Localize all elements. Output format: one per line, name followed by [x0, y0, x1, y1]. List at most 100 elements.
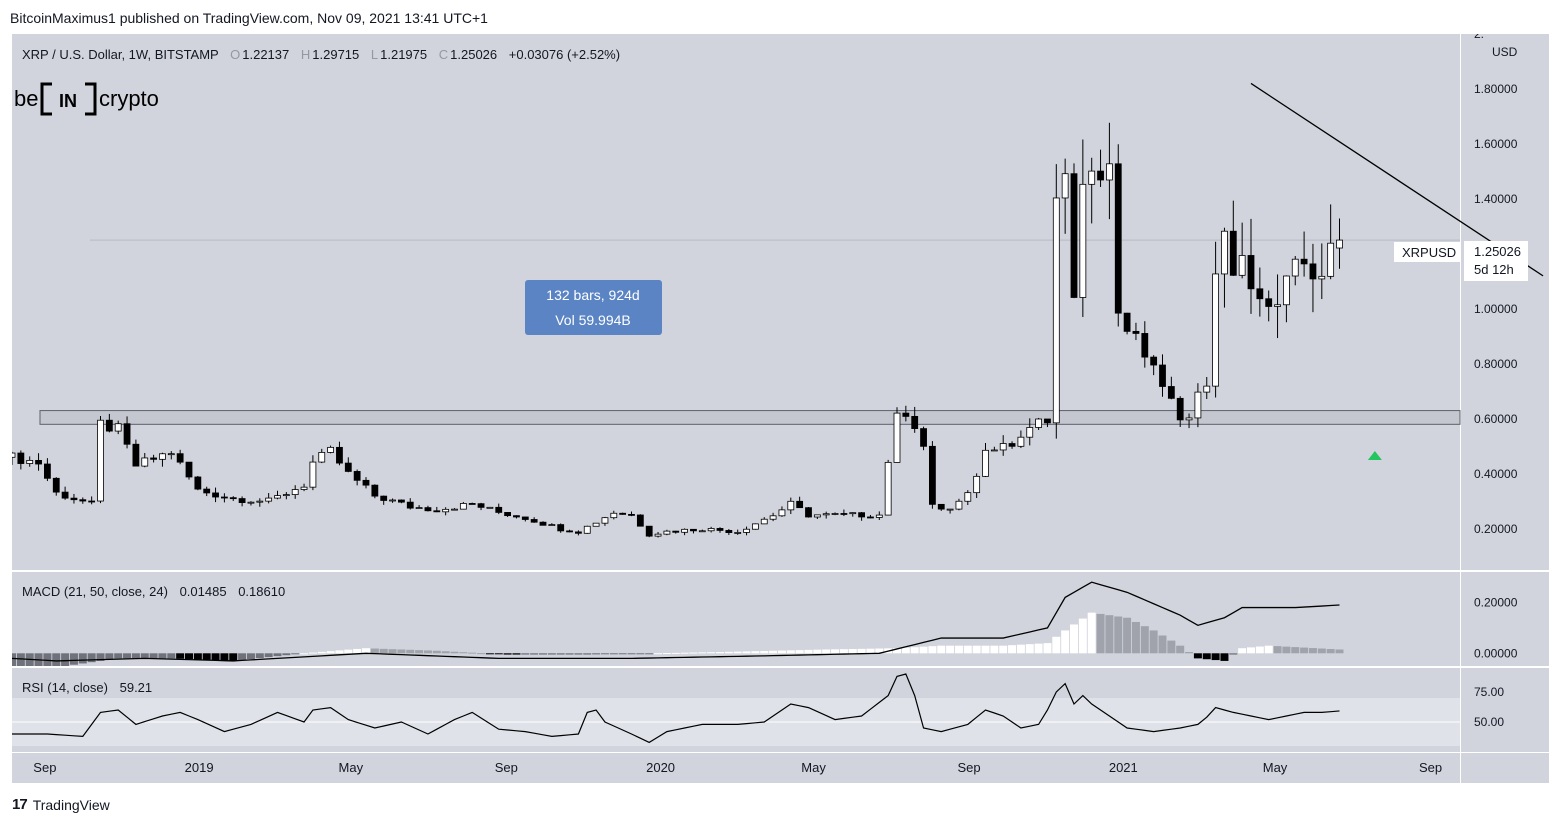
candle-body — [141, 457, 149, 467]
candle-body — [1052, 197, 1060, 424]
beincrypto-logo: be IN crypto — [14, 81, 159, 117]
price-tick-label: 1.80000 — [1474, 82, 1518, 96]
macd-histogram-bar — [78, 653, 87, 664]
macd-histogram-bar — [530, 653, 539, 655]
macd-histogram-bar — [1131, 621, 1140, 654]
macd-histogram-bar — [946, 645, 955, 654]
bullish-signal-triangle — [1367, 451, 1382, 461]
candle-body — [929, 445, 936, 505]
macd-histogram-bar — [1185, 652, 1194, 654]
candle-body — [973, 475, 981, 494]
candle-body — [371, 484, 379, 497]
candle-body — [1035, 418, 1042, 428]
candle-body — [805, 507, 812, 518]
rsi-tick-label: 50.00 — [1474, 715, 1504, 729]
time-tick-label: Sep — [957, 760, 980, 775]
candles — [12, 122, 1343, 538]
macd-histogram-bar — [1096, 613, 1105, 654]
macd-histogram-bar — [512, 653, 521, 655]
rsi-title: RSI (14, close) — [22, 680, 108, 695]
price-tick-label: 0.80000 — [1474, 357, 1518, 371]
candle-body — [1327, 242, 1335, 277]
candle-body — [778, 509, 786, 517]
candle-body — [26, 459, 34, 464]
time-axis[interactable]: Sep2019MaySep2020MaySep2021MaySep2022 — [33, 760, 1549, 775]
macd-histogram-bar — [211, 653, 220, 661]
candle-body — [1097, 170, 1104, 181]
candle-body — [521, 516, 529, 520]
candle-body — [327, 446, 335, 453]
candle-body — [734, 532, 742, 534]
candle-body — [1176, 397, 1184, 421]
chart-canvas[interactable]: 2.1.800001.600001.400001.200001.000000.8… — [12, 34, 1549, 783]
macd-histogram-bar — [1008, 645, 1017, 654]
candle-body — [760, 518, 768, 525]
rsi-line-group — [12, 673, 1340, 744]
candle-body — [88, 500, 96, 503]
candle-body — [424, 507, 432, 512]
macd-histogram-bar — [1140, 626, 1149, 654]
candle-body — [610, 512, 618, 519]
price-tag-price[interactable]: 1.25026 — [1474, 244, 1521, 259]
candle-body — [1044, 418, 1051, 424]
macd-histogram-bar — [724, 651, 733, 654]
candle-body — [937, 503, 945, 510]
macd-histogram-bar — [362, 648, 370, 654]
macd-line — [12, 581, 1340, 662]
macd-histogram-bar — [1114, 616, 1123, 654]
macd-histogram-bar — [388, 649, 397, 654]
footer[interactable]: 17 TradingView — [12, 796, 110, 813]
macd-histogram-bar — [1255, 646, 1264, 654]
candle-body — [698, 530, 706, 533]
legend-c-label: C — [439, 47, 448, 62]
candle-body — [397, 499, 405, 503]
footer-brand: TradingView — [32, 796, 110, 813]
macd-histogram-bar — [238, 653, 247, 660]
price-tick-label: 0.60000 — [1474, 412, 1518, 426]
macd-histogram-bar — [69, 653, 78, 665]
macd-histogram-bar — [1034, 643, 1043, 654]
macd-histogram-bar — [769, 650, 778, 654]
macd-histogram-bar — [423, 650, 432, 654]
macd-histogram-bar — [999, 645, 1008, 654]
macd-histogram-bar — [981, 645, 990, 654]
candle-body — [185, 461, 193, 478]
macd-histogram-bar — [698, 652, 707, 654]
candle-body — [1283, 275, 1290, 306]
measure-volume: Vol 59.994B — [555, 312, 631, 328]
macd-value-2: 0.18610 — [238, 584, 285, 599]
price-pane-bg — [12, 34, 1460, 570]
macd-histogram-bar — [1123, 617, 1132, 654]
candle-body — [920, 428, 927, 447]
macd-histogram-bar — [609, 653, 618, 655]
macd-histogram-bar — [317, 651, 326, 654]
macd-histogram-bar — [1229, 653, 1238, 655]
candle-body — [690, 528, 697, 532]
macd-histogram-bar — [910, 647, 919, 654]
candle-body — [902, 412, 910, 417]
price-tag-symbol: XRPUSD — [1402, 245, 1456, 260]
support-zone — [39, 410, 1461, 425]
brand-box-gap — [52, 111, 85, 117]
chart-frame[interactable]: 2.1.800001.600001.400001.200001.000000.8… — [12, 34, 1549, 783]
macd-histogram-bar — [848, 649, 857, 654]
candle-body — [831, 513, 839, 515]
candle-body — [1026, 427, 1034, 438]
macd-histogram-bar — [822, 649, 831, 654]
time-tick-label: Sep — [1419, 760, 1442, 775]
macd-histogram-bar — [335, 650, 344, 654]
macd-histogram-bar — [291, 653, 300, 655]
candle-body — [1106, 163, 1113, 181]
macd-histogram-bar — [255, 653, 264, 659]
candle-body — [220, 496, 228, 499]
macd-histogram-bar — [1264, 645, 1273, 654]
macd-histogram-bar — [1043, 643, 1052, 654]
candle-body — [256, 500, 264, 503]
macd-histogram-bar — [1158, 635, 1167, 654]
candle-body — [743, 528, 750, 533]
macd-histogram-bar — [857, 648, 866, 654]
candle-body — [530, 519, 538, 523]
macd-histogram-bar — [547, 653, 556, 655]
macd-histogram-bar — [176, 653, 185, 659]
candle-body — [1185, 417, 1193, 421]
